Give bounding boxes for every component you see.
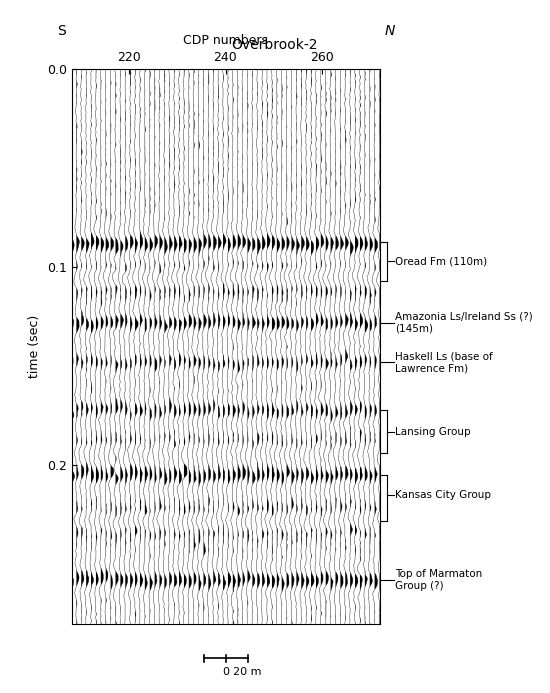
Text: Haskell Ls (base of
Lawrence Fm): Haskell Ls (base of Lawrence Fm) bbox=[395, 351, 493, 373]
Text: Amazonia Ls/Ireland Ss (?)
(145m): Amazonia Ls/Ireland Ss (?) (145m) bbox=[395, 312, 533, 333]
Y-axis label: time (sec): time (sec) bbox=[28, 315, 41, 378]
Text: Oread Fm (110m): Oread Fm (110m) bbox=[395, 256, 488, 266]
Title: CDP numbers: CDP numbers bbox=[183, 34, 268, 47]
Text: Overbrook-2: Overbrook-2 bbox=[232, 38, 318, 52]
Text: N: N bbox=[385, 24, 395, 38]
Text: 20 m: 20 m bbox=[233, 667, 262, 676]
Text: Lansing Group: Lansing Group bbox=[395, 427, 471, 437]
Text: Kansas City Group: Kansas City Group bbox=[395, 490, 492, 500]
Text: 0: 0 bbox=[222, 667, 229, 676]
Text: S: S bbox=[57, 24, 66, 38]
Text: Top of Marmaton
Group (?): Top of Marmaton Group (?) bbox=[395, 570, 483, 591]
